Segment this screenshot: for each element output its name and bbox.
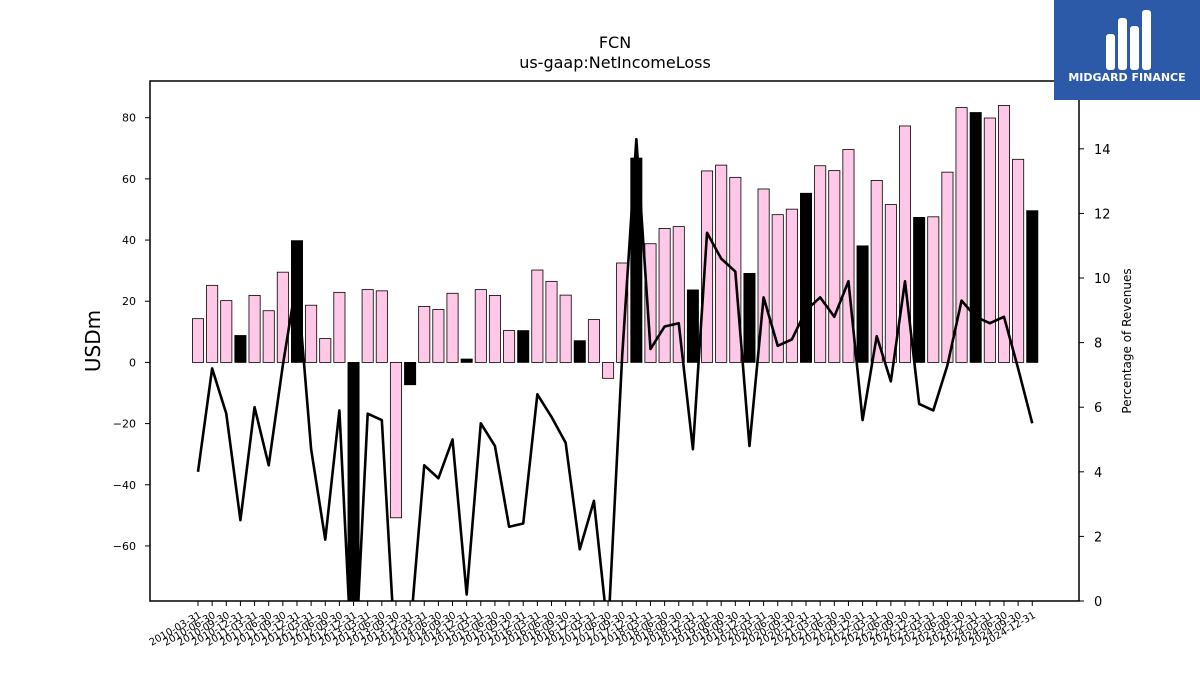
- bar: [842, 149, 855, 363]
- bar: [517, 330, 530, 363]
- bar: [333, 291, 346, 363]
- bar: [913, 217, 926, 363]
- bar: [432, 309, 445, 363]
- bar: [686, 289, 699, 363]
- y2-tick-label: 10: [1094, 272, 1111, 287]
- bar: [969, 112, 982, 363]
- bar: [983, 117, 996, 363]
- plot-frame: [149, 80, 1080, 602]
- bar: [757, 188, 770, 363]
- bar: [389, 362, 402, 519]
- bar: [587, 319, 600, 363]
- y2-tick-label: 2: [1094, 530, 1102, 545]
- bar: [771, 214, 784, 363]
- y2-tick-label: 8: [1094, 337, 1102, 352]
- y-tick-label: 20: [122, 295, 136, 308]
- y2-axis-label: Percentage of Revenues: [1120, 268, 1134, 413]
- bar: [941, 171, 954, 363]
- bar: [404, 362, 417, 386]
- y-tick-label: 60: [122, 173, 136, 186]
- bar: [1012, 158, 1025, 363]
- y-tick-label: 0: [129, 356, 136, 369]
- bar: [347, 362, 360, 601]
- y-tick-label: −60: [113, 540, 136, 553]
- bar: [800, 192, 813, 363]
- bar: [319, 338, 332, 363]
- bar: [927, 216, 940, 363]
- y-tick-label: −40: [113, 479, 136, 492]
- bar: [290, 240, 303, 363]
- bar: [602, 362, 615, 379]
- bar: [234, 335, 247, 363]
- bar: [955, 107, 968, 363]
- bar: [206, 284, 219, 363]
- y2-tick-label: 4: [1094, 466, 1102, 481]
- bar: [191, 318, 204, 363]
- logo-mark-icon: [1106, 10, 1151, 70]
- bar: [828, 170, 841, 363]
- bar: [503, 330, 516, 363]
- bar: [248, 295, 261, 363]
- bar: [573, 340, 586, 363]
- bar: [531, 269, 544, 363]
- y2-tick-label: 14: [1094, 143, 1111, 158]
- bar: [672, 226, 685, 363]
- chart-subtitle: us-gaap:NetIncomeLoss: [519, 53, 711, 72]
- bar: [361, 289, 374, 363]
- bar: [1026, 210, 1039, 363]
- bar: [559, 294, 572, 363]
- bar: [305, 304, 318, 363]
- bar: [545, 280, 558, 363]
- y-tick-label: 80: [122, 112, 136, 125]
- y-tick-label: −20: [113, 418, 136, 431]
- y2-tick-label: 12: [1094, 207, 1111, 222]
- bar: [460, 358, 473, 363]
- bar: [474, 289, 487, 363]
- bar: [856, 245, 869, 363]
- bar: [262, 310, 275, 363]
- y2-tick-label: 0: [1094, 595, 1102, 610]
- chart-title: FCN: [599, 33, 631, 52]
- bar: [658, 228, 671, 363]
- bar: [743, 272, 756, 363]
- bar: [814, 165, 827, 363]
- brand-logo: MIDGARD FINANCE: [1054, 0, 1200, 100]
- y2-tick-label: 6: [1094, 401, 1102, 416]
- bar: [884, 204, 897, 363]
- series-line: [196, 137, 1034, 601]
- bar: [418, 306, 431, 363]
- bar: [488, 295, 501, 363]
- bar: [446, 292, 459, 363]
- y-axis-label: USDm: [81, 310, 105, 372]
- bar: [701, 170, 714, 363]
- bar: [375, 290, 388, 363]
- bar: [870, 180, 883, 363]
- bar: [785, 208, 798, 363]
- bar: [220, 300, 233, 363]
- bar: [997, 105, 1010, 363]
- bar: [899, 125, 912, 363]
- logo-text: MIDGARD FINANCE: [1068, 71, 1185, 84]
- y-tick-label: 40: [122, 234, 136, 247]
- bar: [644, 243, 657, 363]
